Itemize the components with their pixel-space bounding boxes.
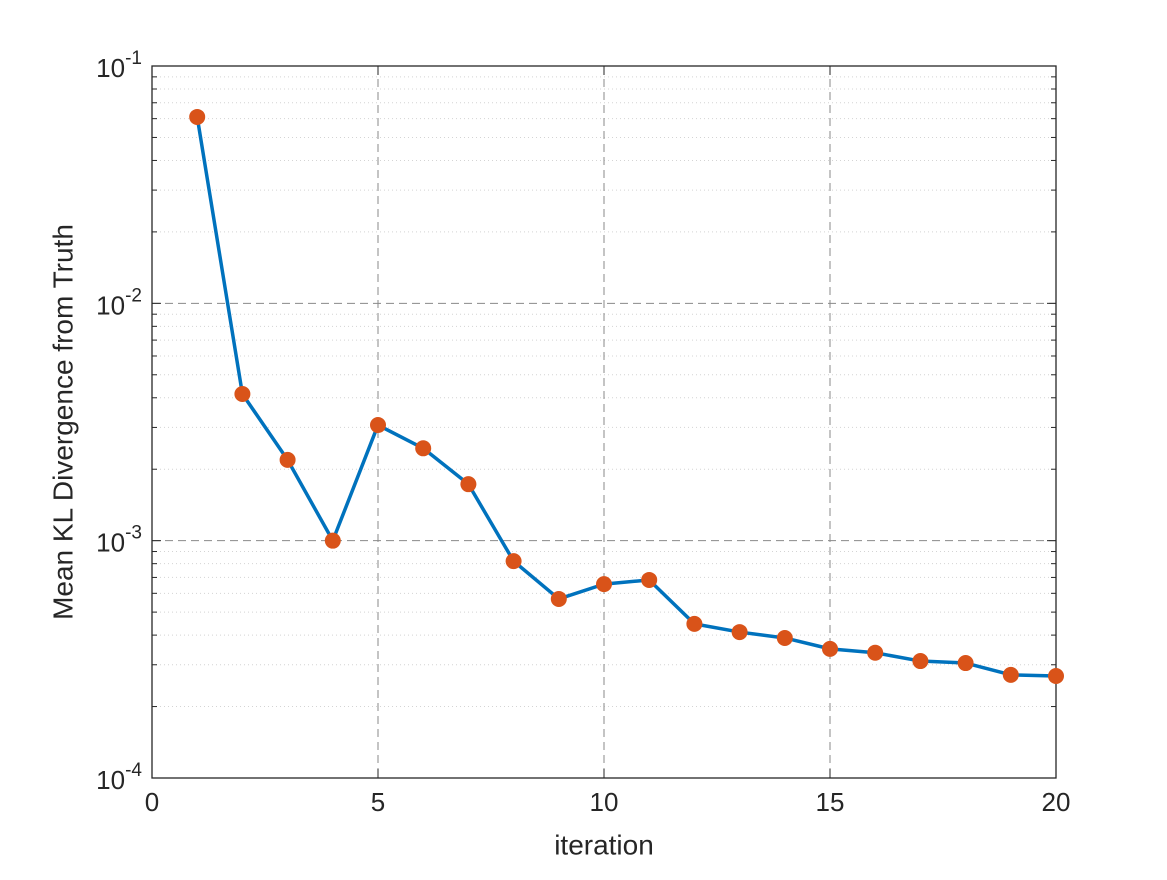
data-point [550,590,567,607]
data-point [324,532,341,549]
data-point [912,653,929,670]
data-point [189,108,206,125]
y-tick-label: 10-4 [96,760,142,795]
x-tick-label: 15 [816,787,845,817]
data-point [370,417,386,434]
data-point [867,644,884,661]
data-point [1048,668,1064,685]
data-point [415,440,432,457]
data-point [686,615,703,632]
y-tick-label: 10-3 [96,523,142,558]
data-point [460,476,477,493]
data-point [957,655,974,672]
data-point [1002,666,1019,683]
data-point [641,571,658,588]
y-axis-label: Mean KL Divergence from Truth [47,224,78,620]
x-tick-label: 10 [590,787,619,817]
x-tick-label: 0 [145,787,159,817]
x-axis-label: iteration [554,829,654,860]
y-tick-label: 10-2 [96,285,142,320]
data-point [776,629,793,646]
data-point [234,385,251,402]
data-point [596,576,612,593]
x-tick-label: 5 [371,787,385,817]
x-tick-label: 20 [1042,787,1071,817]
data-point [279,451,296,468]
data-point [822,640,838,657]
plot-frame [151,65,1057,779]
data-point [505,553,522,570]
y-tick-label: 10-1 [96,48,142,83]
data-point [731,624,748,641]
